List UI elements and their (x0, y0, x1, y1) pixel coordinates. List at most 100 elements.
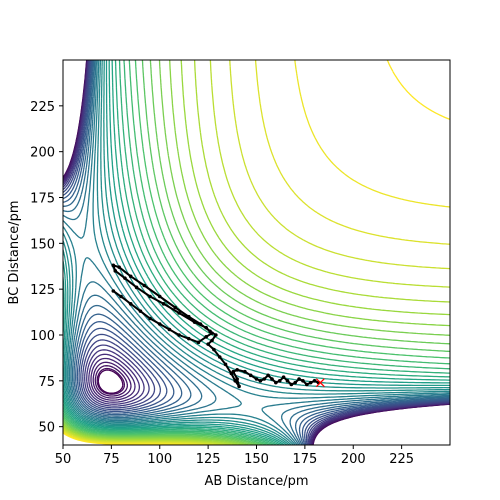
trajectory-point (173, 305, 178, 310)
trajectory-point (157, 322, 162, 326)
trajectory-point (212, 347, 216, 352)
trajectory-point (186, 336, 191, 341)
trajectory-point (297, 377, 301, 381)
trajectory-path (111, 263, 321, 389)
trajectory-point (210, 338, 214, 343)
trajectory-point (198, 322, 203, 326)
trajectory-point (111, 263, 116, 268)
contour-level-line (63, 60, 450, 445)
trajectory-point (248, 373, 253, 378)
x-tick-label: 100 (147, 452, 172, 467)
contour-level-line (63, 60, 450, 445)
contour-level-line (63, 60, 450, 445)
trajectory-point (167, 327, 172, 332)
x-tick-label: 225 (389, 452, 414, 467)
trajectory-point (111, 289, 116, 293)
contour-level-line (63, 60, 450, 445)
trajectory-point (204, 335, 208, 339)
contour-level-line (63, 60, 450, 445)
contour-level-line (63, 60, 450, 445)
trajectory-point (128, 274, 133, 279)
y-tick-label: 175 (30, 192, 55, 207)
trajectory-point (204, 325, 208, 330)
contour-level-line (63, 60, 450, 445)
trajectory-point (217, 355, 222, 359)
trajectory-point (148, 294, 152, 299)
trajectory-point (206, 342, 210, 346)
trajectory-point (262, 377, 267, 381)
trajectory-point (289, 382, 294, 387)
y-axis-label: BC Distance/pm (7, 200, 22, 304)
trajectory-point (277, 379, 282, 383)
trajectory-point (214, 333, 218, 337)
x-tick-label: 50 (55, 452, 72, 467)
trajectory-point (117, 265, 121, 269)
y-tick-label: 75 (38, 375, 55, 390)
x-tick-label: 125 (196, 452, 221, 467)
trajectory-point (119, 294, 123, 299)
contour-level-line (63, 60, 450, 445)
trajectory-point (186, 314, 191, 319)
trajectory-point (161, 302, 166, 306)
x-axis-label: AB Distance/pm (204, 474, 308, 489)
x-axis-ticks: 50 75 100 125 150 175 200 225 (55, 445, 414, 467)
x-tick-label: 150 (244, 452, 269, 467)
contour-level-line (63, 60, 450, 445)
trajectory-point (231, 369, 236, 374)
trajectory-point (301, 379, 305, 383)
trajectory-point (192, 320, 197, 324)
y-tick-label: 125 (30, 283, 55, 298)
contour-level-line (63, 60, 450, 445)
trajectory-point (208, 329, 212, 334)
trajectory-point (274, 380, 278, 385)
trajectory-point (177, 311, 181, 315)
contour-level-line (63, 60, 450, 445)
trajectory-point (177, 333, 181, 337)
trajectory-point (134, 285, 139, 290)
y-tick-label: 150 (30, 237, 55, 252)
contour-level-line (63, 60, 450, 445)
contour-level-line (63, 60, 450, 445)
trajectory-point (281, 375, 286, 379)
x-tick-label: 200 (341, 452, 366, 467)
end-marker (315, 378, 325, 388)
x-tick-label: 75 (103, 452, 120, 467)
trajectory-point (196, 340, 201, 345)
trajectory-point (308, 380, 313, 385)
trajectory-point (237, 384, 241, 389)
trajectory-point (312, 379, 317, 383)
trajectory-point (270, 377, 274, 381)
y-tick-label: 200 (30, 146, 55, 161)
contour-level-line (63, 60, 450, 445)
contour-level-line (63, 60, 450, 445)
x-tick-label: 175 (292, 452, 317, 467)
contour-level-line (63, 60, 450, 445)
trajectory-point (266, 373, 270, 378)
trajectory-point (258, 379, 263, 383)
trajectory-point (123, 276, 127, 280)
contour-level-line (63, 60, 450, 445)
y-axis-ticks: 50 75 100 125 150 175 200 225 (30, 100, 63, 436)
contour-level-line (63, 60, 450, 445)
trajectory-point (142, 283, 147, 288)
y-tick-label: 225 (30, 100, 55, 115)
contour-level-line (63, 60, 450, 445)
trajectory-point (235, 368, 239, 372)
y-tick-label: 50 (38, 421, 55, 436)
y-tick-label: 100 (30, 329, 55, 344)
contour-level-line (63, 60, 450, 445)
trajectory-point (305, 382, 309, 387)
end-point-marker (315, 378, 325, 388)
contour-level-line (63, 60, 450, 445)
contour-level-line (63, 60, 450, 445)
trajectory-point (243, 369, 247, 374)
contour-level-line (63, 60, 450, 445)
contour-lines (63, 60, 450, 445)
contour-level-line (63, 60, 450, 445)
trajectory-point (157, 294, 162, 299)
trajectory-point (138, 309, 143, 313)
contour-level-line (63, 60, 450, 445)
contour-level-line (63, 60, 450, 445)
trajectory-point (254, 377, 259, 381)
